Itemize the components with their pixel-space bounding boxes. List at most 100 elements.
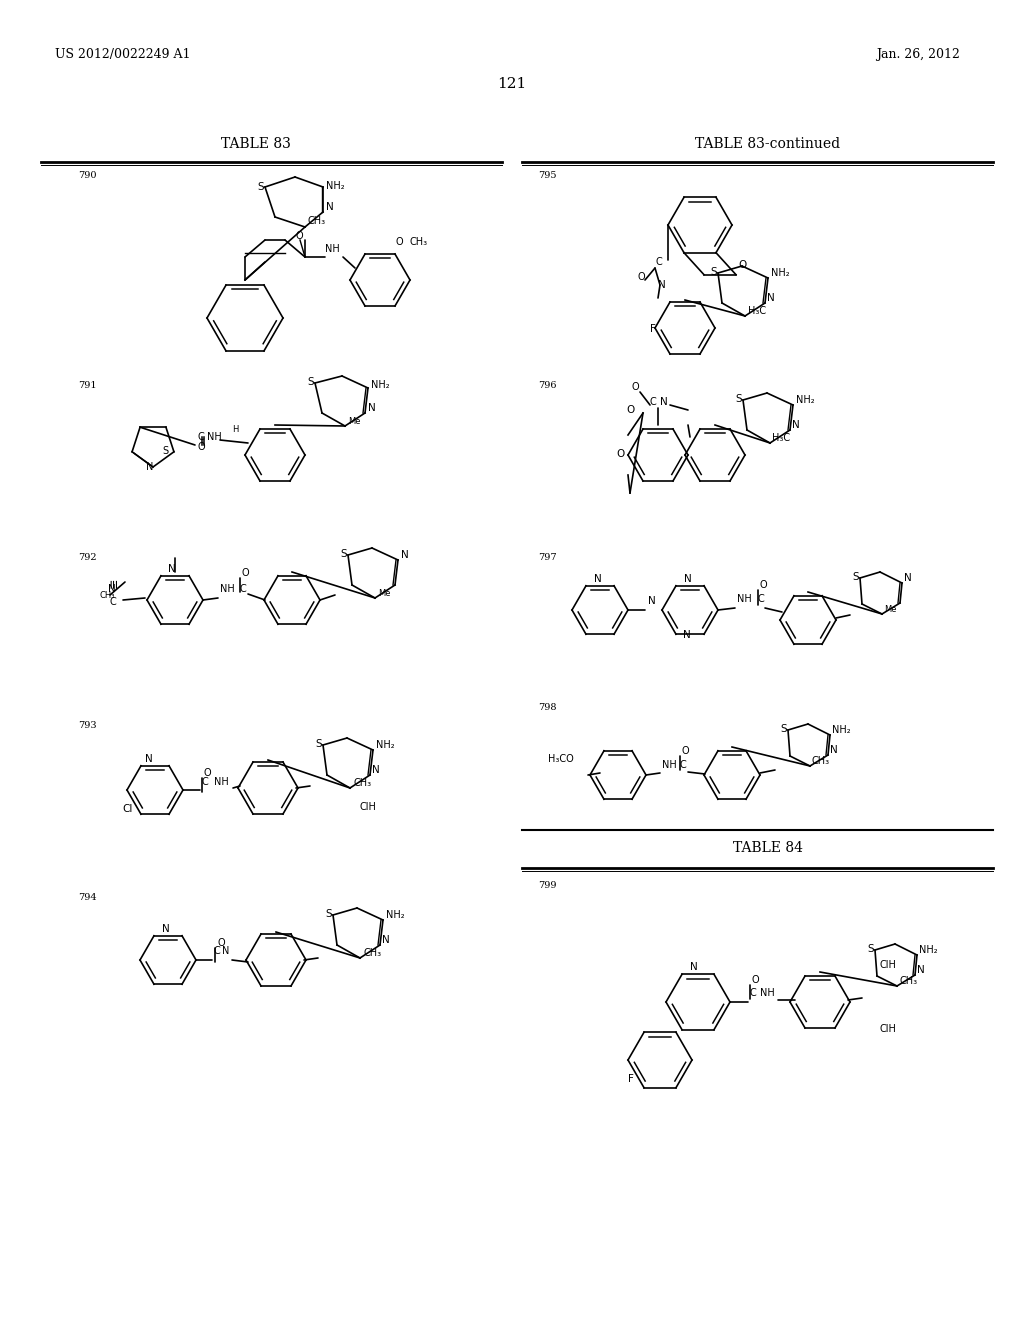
Text: ClH: ClH — [360, 803, 377, 812]
Text: NH: NH — [214, 777, 228, 787]
Text: Jan. 26, 2012: Jan. 26, 2012 — [877, 48, 961, 61]
Text: NH: NH — [325, 244, 340, 253]
Text: 796: 796 — [538, 381, 556, 389]
Text: 790: 790 — [78, 172, 96, 180]
Text: H: H — [232, 425, 239, 434]
Text: NH₂: NH₂ — [771, 268, 790, 279]
Text: S: S — [867, 944, 873, 954]
Text: C: C — [198, 432, 205, 442]
Text: NH₂: NH₂ — [919, 945, 938, 954]
Text: O: O — [242, 568, 250, 578]
Text: H₃C: H₃C — [748, 306, 766, 315]
Text: N: N — [904, 573, 911, 583]
Text: CH₃: CH₃ — [100, 591, 116, 601]
Text: ≡: ≡ — [108, 578, 121, 587]
Text: O: O — [760, 579, 768, 590]
Text: N: N — [683, 630, 691, 640]
Text: O: O — [738, 260, 746, 269]
Text: S: S — [257, 182, 263, 191]
Text: NH₂: NH₂ — [376, 741, 394, 750]
Text: TABLE 83-continued: TABLE 83-continued — [695, 137, 841, 150]
Text: S: S — [315, 739, 322, 748]
Text: O: O — [198, 442, 206, 451]
Text: N: N — [162, 924, 170, 935]
Text: N: N — [401, 550, 409, 560]
Text: CH₃: CH₃ — [362, 948, 381, 958]
Text: C: C — [110, 597, 117, 607]
Text: C: C — [213, 946, 220, 956]
Text: C: C — [680, 760, 687, 770]
Text: 799: 799 — [538, 880, 556, 890]
Text: NH₂: NH₂ — [326, 181, 345, 191]
Text: N: N — [372, 766, 380, 775]
Text: C: C — [655, 257, 662, 267]
Text: C: C — [240, 583, 247, 594]
Text: N: N — [168, 564, 176, 574]
Text: H₃CO: H₃CO — [548, 754, 573, 764]
Text: 792: 792 — [78, 553, 96, 562]
Text: CH₃: CH₃ — [410, 238, 428, 247]
Text: NH: NH — [662, 760, 677, 770]
Text: O: O — [395, 238, 402, 247]
Text: H₃C: H₃C — [772, 433, 791, 444]
Text: N: N — [830, 744, 838, 755]
Text: N: N — [684, 574, 692, 583]
Text: US 2012/0022249 A1: US 2012/0022249 A1 — [55, 48, 190, 61]
Text: N: N — [660, 397, 668, 407]
Text: S: S — [710, 267, 717, 277]
Text: N: N — [918, 965, 925, 975]
Text: O: O — [637, 272, 645, 282]
Text: Me: Me — [378, 589, 390, 598]
Text: N: N — [792, 420, 800, 430]
Text: CH₃: CH₃ — [899, 975, 918, 986]
Text: CH₃: CH₃ — [812, 756, 830, 766]
Text: NH₂: NH₂ — [386, 909, 404, 920]
Text: N: N — [690, 962, 697, 972]
Text: S: S — [162, 446, 168, 455]
Text: N: N — [648, 597, 655, 606]
Text: NH₂: NH₂ — [796, 395, 815, 405]
Text: NH: NH — [760, 987, 775, 998]
Text: O: O — [217, 939, 224, 948]
Text: N: N — [146, 462, 154, 473]
Text: S: S — [735, 393, 741, 404]
Text: F: F — [628, 1074, 634, 1084]
Text: 121: 121 — [498, 77, 526, 91]
Text: CH₃: CH₃ — [308, 216, 326, 226]
Text: NH₂: NH₂ — [371, 380, 389, 389]
Text: N: N — [222, 946, 229, 956]
Text: 794: 794 — [78, 894, 96, 902]
Text: 798: 798 — [538, 704, 556, 711]
Text: O: O — [682, 746, 689, 756]
Text: Me: Me — [884, 605, 896, 614]
Text: N: N — [145, 754, 153, 764]
Text: NH: NH — [737, 594, 752, 605]
Text: 793: 793 — [78, 721, 96, 730]
Text: ClH: ClH — [880, 960, 897, 970]
Text: CH₃: CH₃ — [353, 777, 371, 788]
Text: S: S — [340, 549, 347, 558]
Text: S: S — [852, 572, 859, 582]
Text: C: C — [650, 397, 656, 407]
Text: 791: 791 — [78, 381, 96, 389]
Text: C: C — [202, 777, 209, 787]
Text: 797: 797 — [538, 553, 557, 562]
Text: O: O — [632, 381, 640, 392]
Text: C: C — [750, 987, 757, 998]
Text: N: N — [658, 280, 666, 290]
Text: NH: NH — [207, 432, 222, 442]
Text: S: S — [780, 723, 786, 734]
Text: N: N — [594, 574, 602, 583]
Text: ClH: ClH — [880, 1024, 897, 1034]
Text: 795: 795 — [538, 172, 556, 180]
Text: S: S — [325, 909, 332, 919]
Text: O: O — [204, 768, 212, 777]
Text: NH₂: NH₂ — [831, 725, 851, 735]
Text: N: N — [382, 935, 390, 945]
Text: TABLE 84: TABLE 84 — [733, 841, 803, 855]
Text: N: N — [767, 293, 775, 304]
Text: O: O — [752, 975, 760, 985]
Text: Cl: Cl — [122, 804, 132, 814]
Text: N: N — [368, 403, 376, 413]
Text: NH: NH — [220, 583, 234, 594]
